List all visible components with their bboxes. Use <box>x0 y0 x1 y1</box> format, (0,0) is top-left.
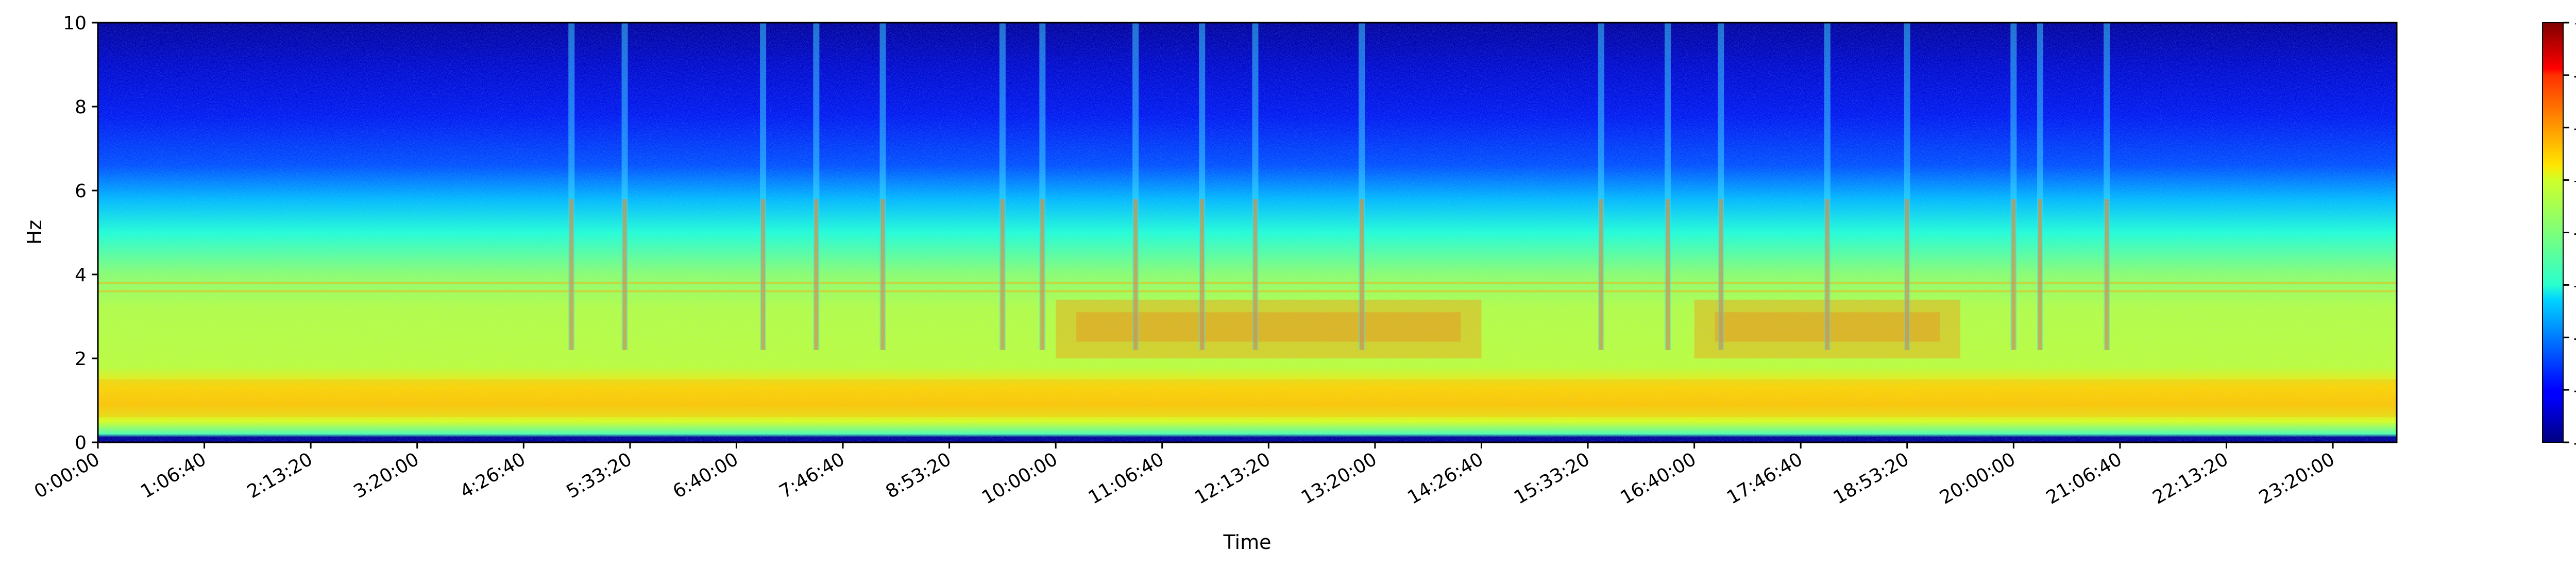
plot-frame <box>97 22 2398 443</box>
x-tick-label: 17:46:40 <box>1723 449 1806 508</box>
x-axis: 0:00:00 1:06:40 2:13:20 3:20:00 4:26:40 5:33:… <box>31 442 2338 509</box>
spectrogram-noise <box>98 23 2397 442</box>
colorbar-gradient <box>2542 22 2564 443</box>
x-tick-label: 18:53:20 <box>1830 449 1913 508</box>
x-axis-label: Time <box>1223 531 1272 554</box>
x-tick-label: 23:20:00 <box>2256 449 2338 508</box>
x-tick-label: 15:33:20 <box>1511 449 1594 508</box>
colorbar-tick-label: -70 dB <box>2573 380 2576 401</box>
spectrogram-plot <box>98 23 2397 442</box>
x-tick-label: 1:06:40 <box>137 449 210 503</box>
colorbar-tick-label: -40 dB <box>2573 223 2576 244</box>
colorbar-ticks: +0 dB -10 dB -20 dB -30 dB -40 dB -50 dB -60 d… <box>2563 13 2576 454</box>
colorbar-tick-label: -50 dB <box>2573 275 2576 296</box>
y-tick-label: 4 <box>75 265 87 286</box>
x-tick-label: 6:40:00 <box>669 449 742 503</box>
colorbar-tick-label: -80 dB <box>2573 433 2576 454</box>
y-tick-label: 2 <box>75 349 87 370</box>
x-tick-label: 7:46:40 <box>776 449 849 503</box>
colorbar-tick-label: -60 dB <box>2573 327 2576 349</box>
x-tick-label: 22:13:20 <box>2149 449 2232 508</box>
y-tick-label: 0 <box>75 433 87 454</box>
colorbar-tick-label: -30 dB <box>2573 170 2576 192</box>
x-tick-label: 13:20:00 <box>1298 449 1381 508</box>
x-tick-label: 16:40:00 <box>1617 449 1700 508</box>
y-tick-label: 8 <box>75 97 87 118</box>
x-tick-label: 0:00:00 <box>31 449 104 503</box>
colorbar-tick-label: -20 dB <box>2573 118 2576 139</box>
x-tick-label: 20:00:00 <box>1936 449 2019 508</box>
x-tick-label: 8:53:20 <box>882 449 955 503</box>
y-tick-label: 6 <box>75 181 87 202</box>
colorbar-tick-label: +0 dB <box>2573 13 2576 34</box>
colorbar-tick-label: -10 dB <box>2573 65 2576 87</box>
x-tick-label: 14:26:40 <box>1404 449 1487 508</box>
y-tick-label: 10 <box>63 13 87 34</box>
y-axis-label: Hz <box>23 220 46 245</box>
x-tick-label: 3:20:00 <box>350 449 423 503</box>
x-tick-label: 5:33:20 <box>563 449 636 503</box>
x-tick-label: 12:13:20 <box>1191 449 1274 508</box>
x-tick-label: 21:06:40 <box>2043 449 2126 508</box>
x-tick-label: 11:06:40 <box>1085 449 1168 508</box>
x-tick-label: 10:00:00 <box>978 449 1061 508</box>
x-tick-label: 2:13:20 <box>244 449 316 503</box>
colorbar: +0 dB -10 dB -20 dB -30 dB -40 dB -50 dB -60 d… <box>2542 13 2576 454</box>
y-axis: 0 2 4 6 8 10 <box>63 13 98 454</box>
x-tick-label: 4:26:40 <box>456 449 529 503</box>
